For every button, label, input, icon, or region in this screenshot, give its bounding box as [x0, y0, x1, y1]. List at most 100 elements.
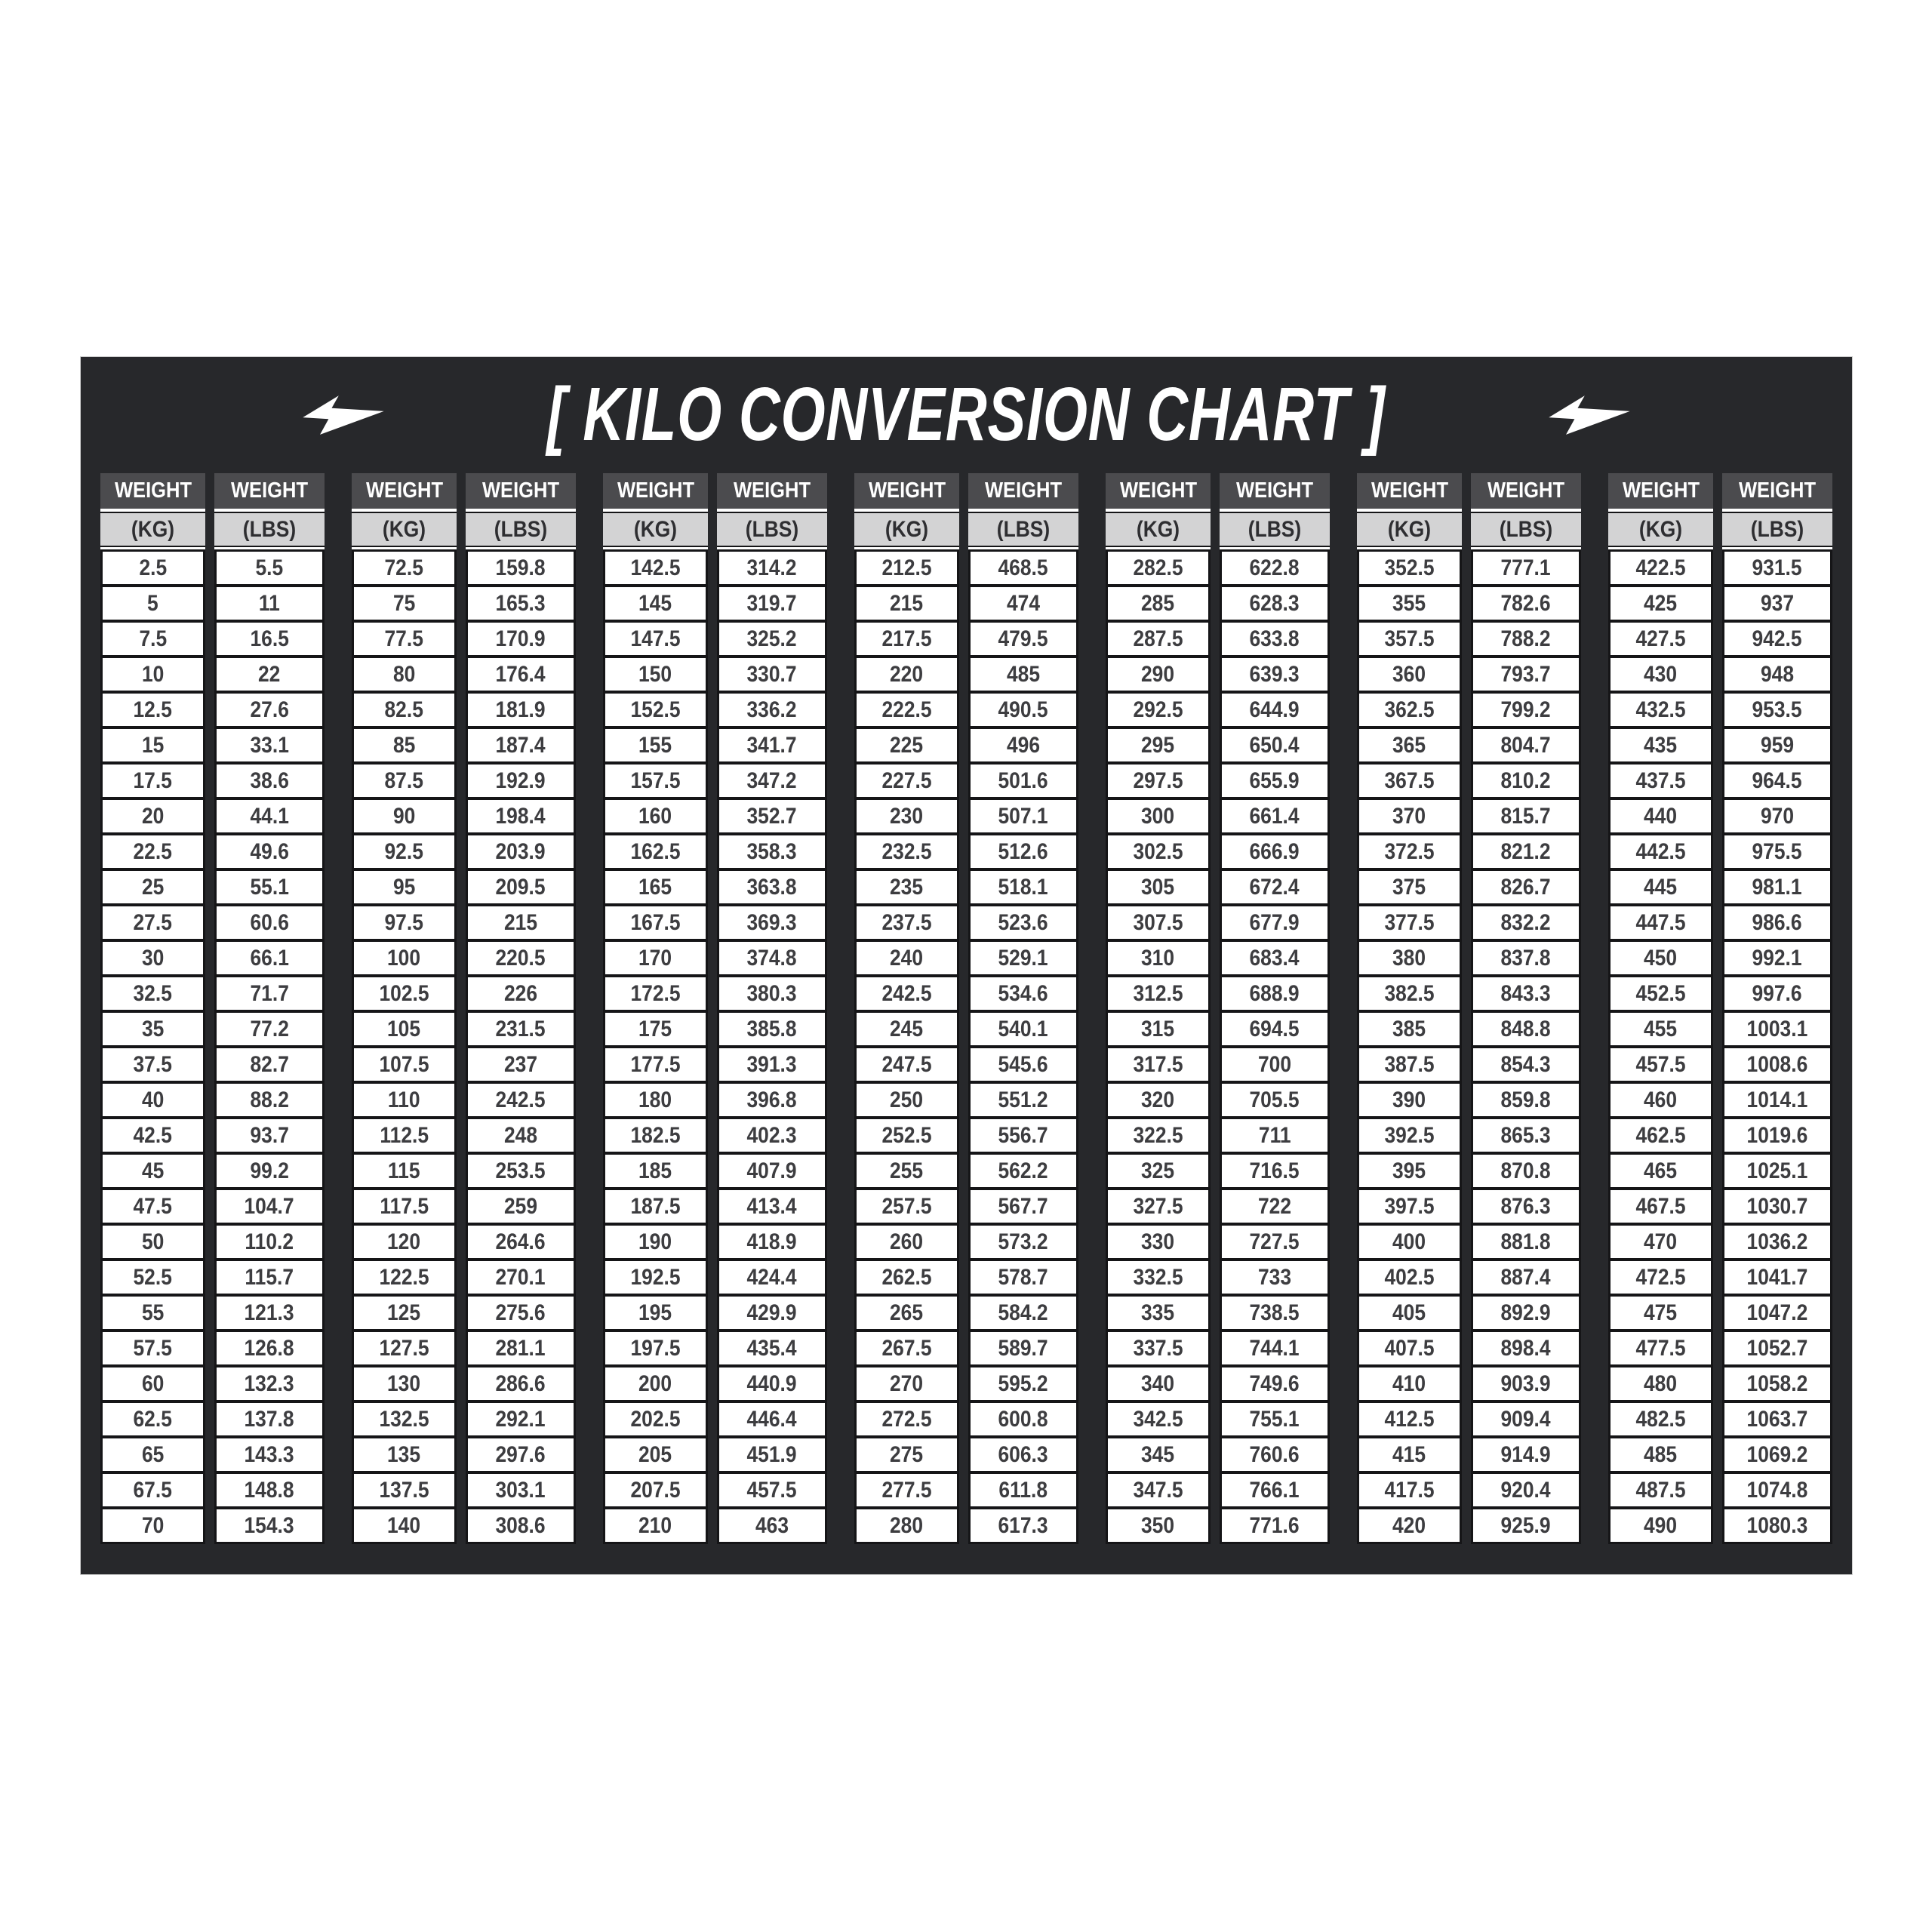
data-cells: 468.5 474 479.5 485 490.5 496 501.6 507.1 512.6 5…	[968, 549, 1078, 1544]
value-cell-lbs-label: 589.7	[998, 1335, 1049, 1361]
value-cell-lbs: 380.3	[719, 977, 825, 1010]
value-cell-lbs-label: 1047.2	[1746, 1300, 1808, 1325]
value-cell-kg: 170	[605, 942, 706, 974]
header-divider	[1220, 547, 1330, 549]
value-cell-kg: 10	[103, 658, 203, 691]
value-cell-lbs: 242.5	[468, 1084, 574, 1116]
value-cell-lbs-label: 275.6	[495, 1300, 546, 1325]
value-cell-kg: 7.5	[103, 623, 203, 655]
value-cell-kg: 435	[1611, 729, 1711, 761]
value-cell-kg-label: 175	[638, 1016, 672, 1041]
value-cell-kg: 490	[1611, 1509, 1711, 1542]
value-cell-kg: 147.5	[605, 623, 706, 655]
value-cell-lbs: 1025.1	[1724, 1155, 1830, 1187]
weight-header-cell-label: WEIGHT	[1487, 478, 1565, 503]
value-cell-kg: 187.5	[605, 1190, 706, 1223]
value-cell-lbs: 909.4	[1473, 1403, 1579, 1435]
value-cell-lbs-label: 843.3	[1500, 980, 1552, 1006]
value-cell-lbs-label: 463	[755, 1512, 789, 1538]
value-cell-kg: 447.5	[1611, 906, 1711, 939]
value-cell-kg: 57.5	[103, 1332, 203, 1364]
value-cell-kg-label: 255	[890, 1158, 924, 1183]
value-cell-kg: 300	[1108, 800, 1208, 832]
unit-header-cell-label: (LBS)	[996, 516, 1051, 542]
unit-header-cell-label: (LBS)	[1247, 516, 1302, 542]
value-cell-lbs-label: 540.1	[998, 1016, 1049, 1041]
value-cell-kg-label: 275	[890, 1441, 924, 1467]
value-cell-kg: 17.5	[103, 764, 203, 797]
value-cell-kg: 77.5	[354, 623, 454, 655]
value-cell-lbs: 446.4	[719, 1403, 825, 1435]
value-cell-kg-label: 262.5	[881, 1264, 932, 1290]
value-cell-kg: 207.5	[605, 1474, 706, 1506]
value-cell-kg-label: 17.5	[133, 768, 173, 793]
value-cell-kg: 87.5	[354, 764, 454, 797]
value-cell-kg: 410	[1359, 1367, 1460, 1400]
value-cell-lbs-label: 1041.7	[1746, 1264, 1808, 1290]
value-cell-kg: 242.5	[857, 977, 957, 1010]
value-cell-lbs-label: 705.5	[1249, 1087, 1300, 1112]
value-cell-kg: 212.5	[857, 552, 957, 584]
value-cell-lbs: 705.5	[1222, 1084, 1327, 1116]
value-cell-lbs-label: 959	[1760, 732, 1795, 758]
value-cell-kg: 457.5	[1611, 1048, 1711, 1081]
value-cell-kg: 432.5	[1611, 694, 1711, 726]
value-cell-kg-label: 55	[141, 1300, 165, 1325]
value-cell-lbs-label: 341.7	[746, 732, 798, 758]
value-cell-lbs-label: 981.1	[1752, 874, 1803, 900]
value-cell-kg-label: 22.5	[133, 838, 173, 864]
value-cell-kg: 155	[605, 729, 706, 761]
value-cell-kg: 267.5	[857, 1332, 957, 1364]
value-cell-lbs: 622.8	[1222, 552, 1327, 584]
value-cell-kg: 307.5	[1108, 906, 1208, 939]
value-cell-kg: 365	[1359, 729, 1460, 761]
value-cell-lbs: 148.8	[217, 1474, 322, 1506]
value-cell-kg-label: 465	[1644, 1158, 1678, 1183]
weight-header-cell-label: WEIGHT	[1738, 478, 1817, 503]
value-cell-lbs: 567.7	[971, 1190, 1076, 1223]
value-cell-kg-label: 272.5	[881, 1406, 932, 1432]
value-cell-lbs-label: 77.2	[250, 1016, 289, 1041]
value-cell-lbs: 1052.7	[1724, 1332, 1830, 1364]
value-cell-kg: 232.5	[857, 835, 957, 868]
value-cell-kg: 192.5	[605, 1261, 706, 1294]
value-cell-lbs: 953.5	[1724, 694, 1830, 726]
value-cell-kg-label: 242.5	[881, 980, 932, 1006]
weight-header-cell-label: WEIGHT	[1622, 478, 1700, 503]
value-cell-lbs: 407.9	[719, 1155, 825, 1187]
value-cell-lbs-label: 804.7	[1500, 732, 1552, 758]
table-column-lbs: WEIGHT (LBS) 159.8 165.3 170.9 176.4 181.9 187.…	[466, 473, 576, 1544]
value-cell-kg-label: 392.5	[1384, 1122, 1435, 1148]
value-cell-kg-label: 300	[1141, 803, 1175, 829]
unit-header-cell-label: (KG)	[1638, 516, 1683, 542]
value-cell-kg-label: 92.5	[384, 838, 424, 864]
value-cell-lbs: 655.9	[1222, 764, 1327, 797]
value-cell-lbs-label: 964.5	[1752, 768, 1803, 793]
value-cell-kg-label: 150	[638, 661, 672, 687]
value-cell-kg: 260	[857, 1226, 957, 1258]
value-cell-kg: 415	[1359, 1438, 1460, 1471]
value-cell-lbs: 617.3	[971, 1509, 1076, 1542]
value-cell-lbs: 330.7	[719, 658, 825, 691]
value-cell-lbs-label: 490.5	[998, 697, 1049, 722]
weight-header-cell-label: WEIGHT	[481, 478, 560, 503]
value-cell-kg-label: 382.5	[1384, 980, 1435, 1006]
value-cell-kg-label: 432.5	[1635, 697, 1686, 722]
value-cell-lbs: 711	[1222, 1119, 1327, 1152]
value-cell-lbs-label: 799.2	[1500, 697, 1552, 722]
value-cell-kg: 165	[605, 871, 706, 903]
value-cell-kg-label: 37.5	[133, 1051, 173, 1077]
value-cell-lbs: 215	[468, 906, 574, 939]
value-cell-lbs: 1080.3	[1724, 1509, 1830, 1542]
value-cell-lbs: 782.6	[1473, 587, 1579, 620]
value-cell-lbs: 903.9	[1473, 1367, 1579, 1400]
data-cells: 777.1 782.6 788.2 793.7 799.2 804.7 810.2 815.7…	[1471, 549, 1581, 1544]
value-cell-kg: 120	[354, 1226, 454, 1258]
value-cell-kg-label: 202.5	[630, 1406, 681, 1432]
value-cell-lbs: 325.2	[719, 623, 825, 655]
header-divider	[100, 509, 205, 512]
value-cell-kg: 185	[605, 1155, 706, 1187]
value-cell-kg: 180	[605, 1084, 706, 1116]
value-cell-lbs-label: 242.5	[495, 1087, 546, 1112]
